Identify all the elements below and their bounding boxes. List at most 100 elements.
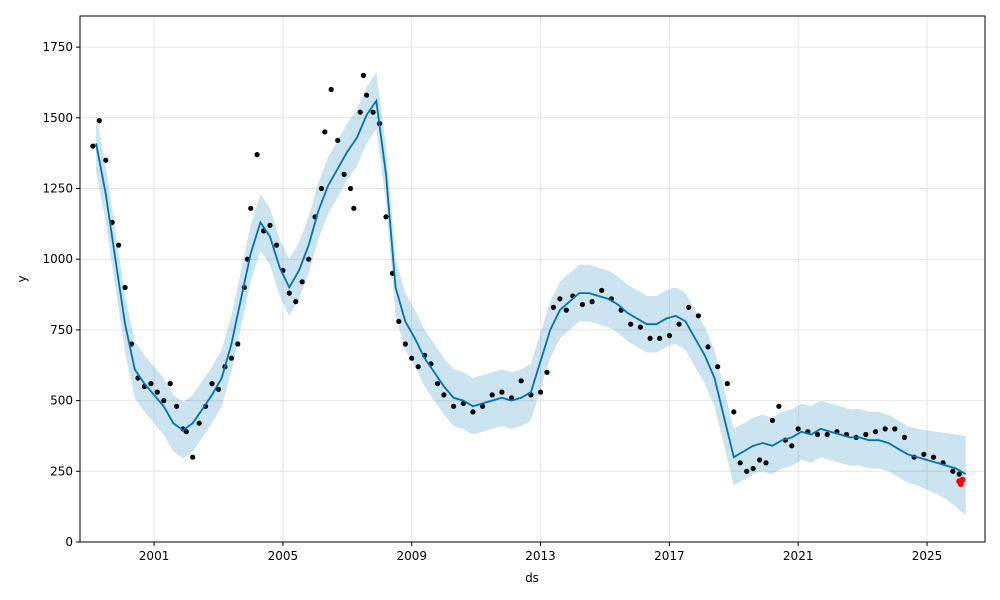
observed-point — [190, 454, 196, 460]
observed-point — [589, 299, 595, 305]
uncertainty-band-area — [96, 72, 966, 516]
observed-point — [370, 109, 376, 115]
observed-point — [930, 454, 937, 460]
observed-point — [563, 307, 569, 313]
observed-point — [409, 355, 415, 361]
observed-point — [637, 324, 644, 330]
observed-point — [769, 417, 776, 423]
y-tick-label: 1750 — [42, 40, 73, 54]
grid — [80, 16, 985, 543]
y-tick-label: 1250 — [42, 182, 73, 196]
forecast-line-path — [95, 98, 967, 475]
observed-point — [451, 403, 457, 409]
observed-point — [724, 381, 730, 387]
observed-point — [882, 426, 888, 432]
forecast-line — [95, 98, 967, 475]
observed-point — [351, 205, 357, 211]
observed-point — [499, 389, 505, 395]
observed-point — [731, 409, 737, 415]
x-tick-label: 2009 — [396, 549, 427, 563]
observed-point — [538, 389, 544, 395]
observed-point — [470, 409, 476, 415]
observed-point — [901, 434, 908, 440]
observed-point — [705, 344, 711, 350]
observed-point — [286, 290, 292, 296]
observed-point — [715, 364, 721, 370]
observed-point — [776, 403, 782, 409]
observed-point — [657, 335, 663, 341]
observed-point — [434, 381, 441, 387]
y-tick-label: 0 — [65, 535, 73, 549]
observed-point — [122, 284, 128, 291]
observed-point — [364, 92, 370, 98]
observed-point — [383, 214, 389, 220]
observed-point — [148, 381, 154, 387]
observed-point — [872, 429, 879, 435]
observed-point — [196, 420, 202, 426]
observed-point — [666, 333, 673, 339]
observed-point — [579, 301, 586, 308]
observed-point — [402, 341, 408, 347]
observed-point — [174, 403, 180, 409]
observed-point — [628, 321, 634, 327]
uncertainty-band — [96, 72, 966, 516]
observed-point — [161, 398, 167, 404]
observed-point — [757, 457, 763, 463]
observed-point — [599, 287, 605, 293]
observed-point — [267, 222, 273, 228]
observed-point — [695, 313, 702, 319]
observed-point — [737, 460, 743, 466]
observed-point — [103, 157, 109, 163]
observed-point — [441, 392, 447, 398]
observed-point — [676, 321, 682, 327]
observed-point — [90, 143, 96, 149]
observed-point — [518, 378, 524, 384]
y-tick-label: 1500 — [42, 111, 73, 125]
observed-point — [116, 242, 122, 248]
observed-point — [686, 304, 692, 310]
observed-point — [254, 152, 260, 158]
observed-point — [154, 389, 160, 395]
observed-point — [360, 72, 366, 78]
observed-point — [322, 129, 328, 135]
observed-point — [357, 109, 363, 115]
observed-point — [306, 256, 312, 262]
observed-point — [892, 426, 898, 432]
observed-point — [293, 299, 299, 305]
observed-point — [489, 392, 495, 398]
x-axis-label: ds — [525, 571, 539, 585]
x-tick-label: 2025 — [912, 549, 943, 563]
observed-point — [228, 355, 234, 361]
observed-point — [921, 451, 927, 457]
x-axis-ticks: 2001 2005 2009 2013 2017 2021 2025 — [139, 542, 943, 563]
observed-point — [273, 242, 280, 248]
plot-frame — [79, 15, 986, 543]
x-tick-label: 2001 — [139, 549, 170, 563]
x-tick-label: 2013 — [525, 549, 556, 563]
observed-point — [396, 318, 402, 324]
y-tick-label: 250 — [50, 464, 73, 478]
x-tick-label: 2021 — [783, 549, 814, 563]
observed-point — [341, 171, 347, 177]
observed-point — [248, 205, 254, 211]
observed-point — [509, 395, 515, 401]
observed-point — [96, 118, 102, 124]
y-tick-label: 1000 — [42, 252, 73, 266]
observed-point — [209, 381, 215, 387]
observed-point — [795, 426, 801, 432]
observed-point — [415, 364, 421, 370]
observed-point — [950, 468, 956, 474]
observed-point — [789, 443, 795, 449]
observed-point — [557, 296, 563, 302]
observed-point — [763, 460, 769, 466]
y-tick-label: 500 — [50, 394, 73, 408]
observed-point — [235, 341, 241, 347]
observed-point — [550, 304, 557, 310]
observed-points — [90, 72, 962, 477]
observed-point — [750, 465, 756, 472]
observed-point — [647, 335, 653, 341]
observed-point — [544, 369, 550, 375]
highlight-point — [959, 476, 966, 483]
y-axis-ticks: 0 250 500 750 1000 1250 1500 1750 — [42, 40, 80, 549]
